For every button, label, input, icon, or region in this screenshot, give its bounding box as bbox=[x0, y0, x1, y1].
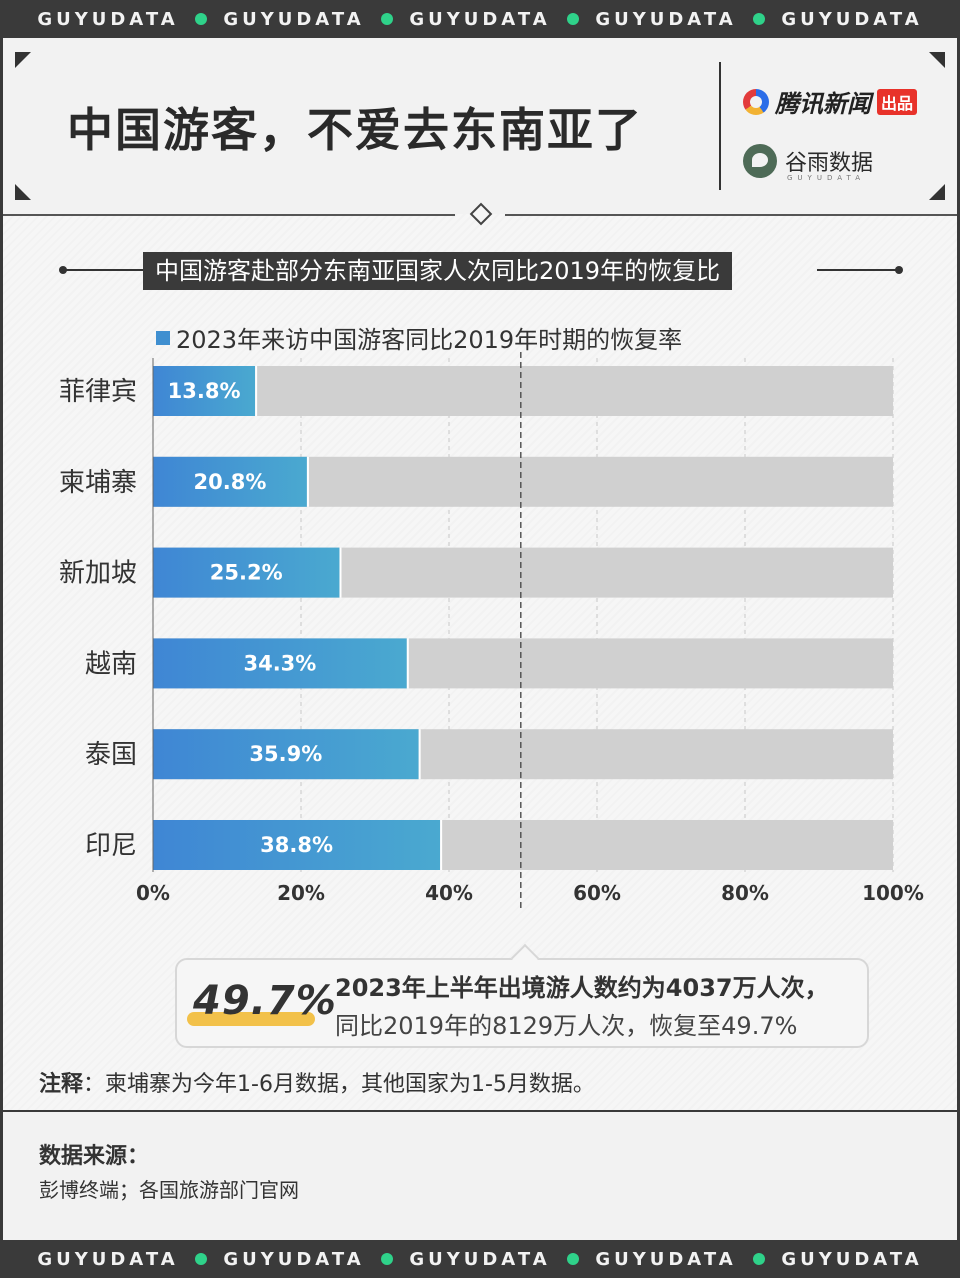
chart-note: 注释：柬埔寨为今年1-6月数据，其他国家为1-5月数据。 bbox=[39, 1066, 595, 1098]
ticker-word: GUYUDATA bbox=[37, 1248, 179, 1270]
ticker-dot bbox=[567, 13, 579, 25]
bar bbox=[153, 366, 256, 416]
ticker-top: GUYUDATA GUYUDATA GUYUDATA GUYUDATA GUYU… bbox=[0, 0, 960, 38]
footer-divider bbox=[3, 1110, 957, 1112]
category-label: 印尼 bbox=[85, 831, 137, 861]
callout-line-2: 同比2019年的8129万人次，恢复至49.7% bbox=[335, 1012, 798, 1040]
bar-edge bbox=[339, 547, 342, 598]
callout-big-number: 49.7% bbox=[193, 978, 337, 1024]
summary-callout: 49.7% 2023年上半年出境游人数约为4037万人次， 同比2019年的81… bbox=[175, 958, 869, 1048]
corner-mark bbox=[929, 52, 945, 68]
ticker-bottom: GUYUDATA GUYUDATA GUYUDATA GUYUDATA GUYU… bbox=[0, 1240, 960, 1278]
chart-title: 中国游客赴部分东南亚国家人次同比2019年的恢复比 bbox=[143, 252, 733, 290]
ticker-word: GUYUDATA bbox=[409, 8, 551, 30]
page-title: 中国游客，不爱去东南亚了 bbox=[67, 103, 643, 157]
data-label: 13.8% bbox=[168, 379, 241, 403]
ticker-word: GUYUDATA bbox=[781, 8, 923, 30]
bar-edge bbox=[406, 638, 409, 689]
callout-highlight: 49.7% bbox=[185, 978, 336, 1028]
source-text: 彭博终端；各国旅游部门官网 bbox=[39, 1178, 299, 1202]
data-label: 38.8% bbox=[260, 833, 333, 857]
category-label: 泰国 bbox=[85, 740, 137, 770]
data-label: 35.9% bbox=[249, 742, 322, 766]
ticker-dot bbox=[753, 1253, 765, 1265]
bar-track bbox=[153, 366, 893, 416]
category-label: 菲律宾 bbox=[59, 377, 137, 407]
ticker-word: GUYUDATA bbox=[223, 8, 365, 30]
brand2-name: 谷雨数据 bbox=[785, 151, 874, 176]
ticker-dot bbox=[753, 13, 765, 25]
data-label: 20.8% bbox=[194, 470, 267, 494]
corner-mark bbox=[929, 184, 945, 200]
bar-edge bbox=[418, 729, 421, 780]
chart-legend: 2023年来访中国游客同比2019年时期的恢复率 bbox=[156, 320, 682, 355]
ticker-dot bbox=[567, 1253, 579, 1265]
ticker-word: GUYUDATA bbox=[595, 8, 737, 30]
note-label: 注释 bbox=[39, 1072, 84, 1097]
legend-swatch bbox=[156, 330, 170, 345]
ticker-dot bbox=[195, 1253, 207, 1265]
ticker-dot bbox=[381, 13, 393, 25]
x-tick-label: 100% bbox=[862, 881, 924, 905]
tencent-news-logo-icon bbox=[743, 88, 769, 115]
guyu-data-brand: 谷雨数据 GUYUDATA bbox=[743, 144, 874, 182]
brand2-sub: GUYUDATA bbox=[787, 174, 865, 182]
ticker-word: GUYUDATA bbox=[409, 1248, 551, 1270]
ticker-word: GUYUDATA bbox=[37, 8, 179, 30]
bar bbox=[153, 456, 307, 507]
guyu-bird-logo-icon bbox=[743, 144, 777, 178]
section-divider-left bbox=[3, 214, 455, 216]
ticker-dot bbox=[381, 1253, 393, 1265]
x-tick-label: 80% bbox=[721, 881, 769, 905]
source-title: 数据来源： bbox=[39, 1144, 150, 1169]
ticker-word: GUYUDATA bbox=[223, 1248, 365, 1270]
subtitle-rule bbox=[63, 269, 147, 271]
note-text: ：柬埔寨为今年1-6月数据，其他国家为1-5月数据。 bbox=[83, 1072, 595, 1097]
corner-mark bbox=[15, 52, 31, 68]
bar bbox=[153, 547, 340, 598]
corner-mark bbox=[15, 184, 31, 200]
x-tick-label: 0% bbox=[136, 881, 170, 905]
header-divider bbox=[719, 62, 721, 190]
content-panel: 中国游客，不爱去东南亚了 腾讯新闻 出品 谷雨数据 GUYUDATA 中国游客赴… bbox=[3, 38, 957, 1240]
data-label: 25.2% bbox=[210, 561, 283, 585]
x-tick-label: 40% bbox=[425, 881, 473, 905]
bar-edge bbox=[306, 456, 309, 507]
ticker-word: GUYUDATA bbox=[595, 1248, 737, 1270]
subtitle-rule bbox=[817, 269, 899, 271]
bar bbox=[153, 820, 441, 870]
brand1-tag: 出品 bbox=[877, 88, 918, 115]
source-footer: 数据来源： 彭博终端；各国旅游部门官网 bbox=[3, 1112, 957, 1240]
x-tick-label: 60% bbox=[573, 881, 621, 905]
tencent-news-brand: 腾讯新闻 出品 bbox=[743, 84, 918, 119]
bar-chart: 0% 20% 40% 60% 80% 100% 13.8% 菲律宾 20.8% 柬埔寨 25.2% 新… bbox=[59, 352, 924, 912]
x-tick-label: 20% bbox=[277, 881, 325, 905]
bar-edge bbox=[440, 820, 443, 870]
callout-line-1: 2023年上半年出境游人数约为4037万人次， bbox=[335, 974, 829, 1002]
bar bbox=[153, 638, 407, 689]
brand1-name: 腾讯新闻 bbox=[775, 90, 871, 118]
section-divider-right bbox=[505, 214, 957, 216]
data-label: 34.3% bbox=[243, 651, 316, 675]
highlight-underline bbox=[187, 1012, 315, 1026]
legend-label: 2023年来访中国游客同比2019年时期的恢复率 bbox=[176, 326, 683, 354]
category-label: 越南 bbox=[85, 649, 137, 679]
category-label: 柬埔寨 bbox=[59, 468, 137, 498]
subtitle-dot bbox=[895, 266, 903, 274]
ticker-word: GUYUDATA bbox=[781, 1248, 923, 1270]
header: 中国游客，不爱去东南亚了 腾讯新闻 出品 谷雨数据 GUYUDATA bbox=[3, 38, 957, 214]
bar bbox=[153, 729, 419, 780]
category-label: 新加坡 bbox=[59, 559, 137, 589]
ticker-dot bbox=[195, 13, 207, 25]
bar-edge bbox=[255, 366, 258, 416]
